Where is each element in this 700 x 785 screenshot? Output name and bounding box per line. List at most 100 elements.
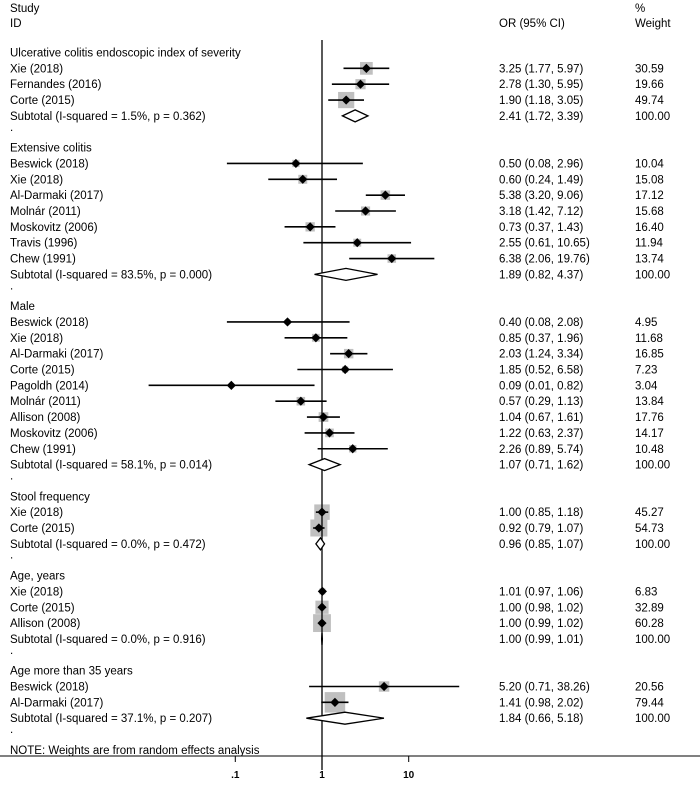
study-weight: 54.73 xyxy=(635,523,664,535)
study-weight: 79.44 xyxy=(635,697,664,709)
study-label: Xie (2018) xyxy=(10,63,63,75)
study-or-ci: 1.22 (0.63, 2.37) xyxy=(499,428,584,440)
study-weight: 60.28 xyxy=(635,618,664,630)
subtotal-label: Subtotal (I-squared = 37.1%, p = 0.207) xyxy=(10,713,212,725)
study-weight: 11.68 xyxy=(635,333,663,345)
subtotal-or-ci: 1.07 (0.71, 1.62) xyxy=(499,460,584,472)
study-or-ci: 1.00 (0.98, 1.02) xyxy=(499,602,584,614)
point-estimate xyxy=(296,396,306,406)
separator-dot: . xyxy=(10,724,13,736)
x-tick-label: 10 xyxy=(403,770,415,781)
study-or-ci: 1.04 (0.67, 1.61) xyxy=(499,412,584,424)
point-estimate xyxy=(348,444,358,454)
subtotal-label: Subtotal (I-squared = 58.1%, p = 0.014) xyxy=(10,460,212,472)
study-label: Al-Darmaki (2017) xyxy=(10,697,103,709)
subtotal-weight: 100.00 xyxy=(635,634,670,646)
study-or-ci: 2.26 (0.89, 5.74) xyxy=(499,444,584,456)
pooled-diamond xyxy=(314,267,378,282)
subtotal-weight: 100.00 xyxy=(635,111,670,123)
study-or-ci: 1.01 (0.97, 1.06) xyxy=(499,586,584,598)
pooled-diamond xyxy=(306,711,385,725)
study-weight: 20.56 xyxy=(635,682,664,694)
subtotal-weight: 100.00 xyxy=(635,460,670,472)
subtotal-label: Subtotal (I-squared = 0.0%, p = 0.472) xyxy=(10,539,206,551)
group-label: Male xyxy=(10,301,35,313)
study-weight: 6.83 xyxy=(635,586,657,598)
study-label: Corte (2015) xyxy=(10,602,75,614)
study-weight: 4.95 xyxy=(635,317,657,329)
point-estimate xyxy=(352,238,362,248)
study-weight: 15.08 xyxy=(635,174,664,186)
point-estimate xyxy=(360,206,371,216)
study-weight: 45.27 xyxy=(635,507,664,519)
study-or-ci: 5.20 (0.71, 38.26) xyxy=(499,682,590,694)
study-weight: 7.23 xyxy=(635,365,657,377)
point-estimate xyxy=(344,349,354,359)
study-label: Xie (2018) xyxy=(10,507,63,519)
study-label: Xie (2018) xyxy=(10,586,63,598)
group-label: Ulcerative colitis endoscopic index of s… xyxy=(10,48,241,60)
study-or-ci: 1.90 (1.18, 3.05) xyxy=(499,95,584,107)
header-or: OR (95% CI) xyxy=(499,18,565,30)
study-weight: 16.40 xyxy=(635,222,664,234)
study-or-ci: 0.40 (0.08, 2.08) xyxy=(499,317,584,329)
separator-dot: . xyxy=(10,645,13,657)
study-weight: 19.66 xyxy=(635,79,664,91)
study-label: Corte (2015) xyxy=(10,365,75,377)
study-weight: 17.12 xyxy=(635,190,664,202)
x-tick-label: 1 xyxy=(319,770,325,781)
separator-dot: . xyxy=(10,122,13,134)
study-label: Corte (2015) xyxy=(10,523,75,535)
subtotal-or-ci: 1.00 (0.99, 1.01) xyxy=(499,634,584,646)
study-or-ci: 0.09 (0.01, 0.82) xyxy=(499,380,584,392)
study-or-ci: 6.38 (2.06, 19.76) xyxy=(499,254,590,266)
point-estimate xyxy=(291,158,301,169)
study-label: Chew (1991) xyxy=(10,444,76,456)
study-label: Xie (2018) xyxy=(10,174,63,186)
study-or-ci: 1.41 (0.98, 2.02) xyxy=(499,697,584,709)
point-estimate xyxy=(341,95,351,105)
study-or-ci: 1.00 (0.99, 1.02) xyxy=(499,618,584,630)
point-estimate xyxy=(298,174,308,184)
point-estimate xyxy=(355,79,366,89)
header-id: ID xyxy=(10,18,22,30)
subtotal-label: Subtotal (I-squared = 1.5%, p = 0.362) xyxy=(10,111,206,123)
confidence-intervals xyxy=(148,63,460,725)
point-estimate xyxy=(318,412,329,422)
study-label: Beswick (2018) xyxy=(10,682,89,694)
pooled-diamond xyxy=(320,632,324,645)
study-or-ci: 1.00 (0.85, 1.18) xyxy=(499,507,584,519)
pooled-diamond xyxy=(307,457,342,472)
point-estimate xyxy=(317,507,327,517)
study-weight: 14.17 xyxy=(635,428,664,440)
study-weight: 32.89 xyxy=(635,602,664,614)
study-or-ci: 0.50 (0.08, 2.96) xyxy=(499,158,584,170)
point-estimate xyxy=(311,333,321,343)
subtotal-or-ci: 1.84 (0.66, 5.18) xyxy=(499,713,584,725)
study-weight: 11.94 xyxy=(635,238,664,250)
point-estimate xyxy=(387,253,397,264)
point-estimate xyxy=(330,697,340,707)
study-label: Chew (1991) xyxy=(10,254,76,266)
study-label: Allison (2008) xyxy=(10,618,80,630)
study-label: Beswick (2018) xyxy=(10,158,89,170)
study-label: Pagoldh (2014) xyxy=(10,380,89,392)
group-label: Age more than 35 years xyxy=(10,666,133,678)
column-headers: Study ID OR (95% CI) % Weight xyxy=(10,3,671,30)
subtotal-label: Subtotal (I-squared = 83.5%, p = 0.000) xyxy=(10,269,212,281)
study-weight: 3.04 xyxy=(635,380,658,392)
study-weight: 15.68 xyxy=(635,206,664,218)
row-labels: Ulcerative colitis endoscopic index of s… xyxy=(10,48,670,757)
study-label: Al-Darmaki (2017) xyxy=(10,190,103,202)
pooled-diamond xyxy=(340,109,370,123)
subtotal-or-ci: 0.96 (0.85, 1.07) xyxy=(499,539,584,551)
study-weight: 13.84 xyxy=(635,396,664,408)
x-axis: .1 1 10 xyxy=(0,755,700,781)
point-estimate xyxy=(317,618,327,628)
study-or-ci: 0.60 (0.24, 1.49) xyxy=(499,174,584,186)
study-or-ci: 3.25 (1.77, 5.97) xyxy=(499,63,584,75)
point-estimate xyxy=(379,681,389,692)
study-or-ci: 2.03 (1.24, 3.34) xyxy=(499,349,584,361)
subtotal-weight: 100.00 xyxy=(635,539,670,551)
